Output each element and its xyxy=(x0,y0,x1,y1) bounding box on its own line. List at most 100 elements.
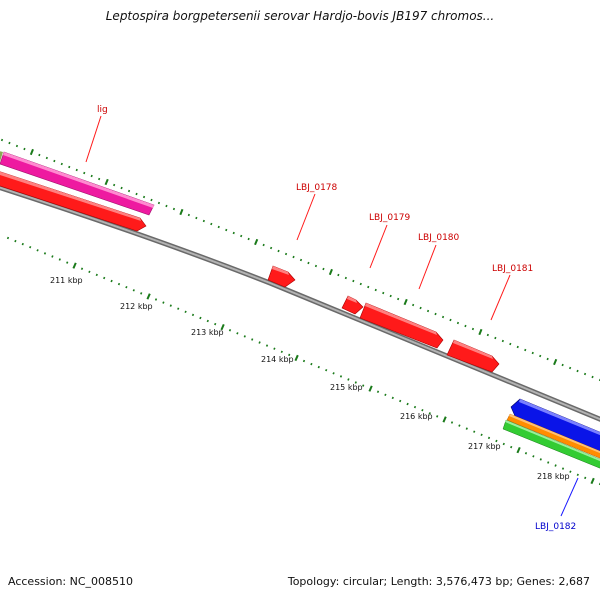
gene-label-LBJ_0181[interactable]: LBJ_0181 xyxy=(492,264,533,274)
major-tick xyxy=(104,178,109,186)
minor-tick xyxy=(240,234,243,238)
minor-tick xyxy=(591,375,594,379)
major-tick xyxy=(442,416,447,423)
minor-tick xyxy=(391,396,394,400)
lig-feature[interactable] xyxy=(0,150,155,216)
minor-tick xyxy=(247,237,250,241)
minor-tick xyxy=(51,255,54,258)
minor-tick xyxy=(471,327,475,331)
minor-tick xyxy=(569,470,572,473)
gene-label-lig[interactable]: lig xyxy=(97,105,108,115)
minor-tick xyxy=(232,231,235,235)
minor-tick xyxy=(217,225,220,229)
minor-tick xyxy=(501,339,504,343)
major-tick xyxy=(368,385,373,392)
minor-tick xyxy=(280,350,283,354)
minor-tick xyxy=(120,186,123,190)
minor-tick xyxy=(90,174,93,178)
major-tick xyxy=(72,262,77,269)
label-leader-lines xyxy=(85,115,579,517)
major-tick xyxy=(179,208,184,216)
minor-tick xyxy=(210,222,213,226)
minor-tick xyxy=(199,316,202,320)
minor-tick xyxy=(135,192,138,196)
minor-tick xyxy=(157,201,161,205)
minor-tick xyxy=(150,198,153,202)
minor-tick xyxy=(177,307,180,310)
minor-tick xyxy=(45,156,48,160)
gene-LBJ_0179[interactable] xyxy=(341,295,364,315)
minor-tick xyxy=(524,348,527,352)
minor-tick xyxy=(367,285,370,289)
minor-tick xyxy=(426,309,430,313)
minor-tick xyxy=(421,408,424,412)
forward-gene-left[interactable] xyxy=(0,170,147,232)
minor-tick xyxy=(458,424,461,427)
minor-tick xyxy=(486,333,489,337)
gene-label-LBJ_0180[interactable]: LBJ_0180 xyxy=(418,233,460,243)
minor-tick xyxy=(487,436,491,440)
minor-tick xyxy=(413,405,417,409)
major-tick xyxy=(516,447,521,454)
minor-tick xyxy=(332,372,335,375)
minor-tick xyxy=(66,261,69,264)
gene-label-LBJ_0182[interactable]: LBJ_0182 xyxy=(535,522,576,532)
map-title: Leptospira borgpetersenii serovar Hardjo… xyxy=(105,9,495,23)
minor-tick xyxy=(258,341,261,344)
kbp-tick-label: 213 kbp xyxy=(191,328,224,337)
minor-tick xyxy=(251,338,254,341)
minor-tick xyxy=(172,207,176,211)
minor-tick xyxy=(83,171,86,175)
minor-tick xyxy=(38,153,41,157)
minor-tick xyxy=(195,216,198,220)
minor-tick xyxy=(169,304,172,307)
minor-tick xyxy=(434,312,437,316)
gene-label-LBJ_0178[interactable]: LBJ_0178 xyxy=(296,183,338,193)
minor-tick xyxy=(132,289,135,292)
minor-tick xyxy=(576,473,579,477)
minor-tick xyxy=(165,204,168,208)
minor-tick xyxy=(384,393,387,397)
green-feature[interactable] xyxy=(502,419,600,469)
minor-tick xyxy=(524,451,528,455)
gene-label-LBJ_0179[interactable]: LBJ_0179 xyxy=(369,213,411,223)
minor-tick xyxy=(374,288,377,292)
gene-LBJ_0180[interactable] xyxy=(359,302,444,349)
minor-tick xyxy=(80,267,84,271)
minor-tick xyxy=(456,321,460,325)
minor-tick xyxy=(98,177,101,181)
kbp-tick-label: 217 kbp xyxy=(468,442,501,451)
minor-tick xyxy=(23,147,26,151)
minor-tick xyxy=(0,138,4,142)
minor-tick xyxy=(337,273,340,277)
orange-feature[interactable] xyxy=(506,413,600,459)
minor-tick xyxy=(236,332,239,335)
minor-tick xyxy=(15,144,19,148)
minor-tick xyxy=(21,242,24,246)
minor-tick xyxy=(265,344,269,347)
minor-tick xyxy=(140,292,143,295)
inner-tick-ring xyxy=(6,236,600,486)
minor-tick xyxy=(561,363,564,367)
minor-tick xyxy=(583,372,587,376)
major-tick xyxy=(146,293,151,300)
minor-tick xyxy=(464,324,467,328)
minor-tick xyxy=(58,258,61,261)
kbp-tick-label: 211 kbp xyxy=(50,276,83,285)
gene-LBJ_0178[interactable] xyxy=(267,265,296,288)
minor-tick xyxy=(68,165,71,169)
minor-tick xyxy=(399,399,402,403)
minor-tick xyxy=(449,318,452,322)
minor-tick xyxy=(554,464,557,467)
minor-tick xyxy=(43,252,47,255)
minor-tick xyxy=(299,258,303,262)
major-tick xyxy=(254,238,259,246)
gene-LBJ_0181[interactable] xyxy=(446,339,500,373)
major-tick xyxy=(478,328,483,336)
minor-tick xyxy=(243,335,246,338)
minor-tick xyxy=(473,430,476,433)
major-tick xyxy=(294,354,299,362)
minor-tick xyxy=(546,357,549,361)
minor-tick xyxy=(382,291,385,295)
major-tick xyxy=(29,148,34,156)
